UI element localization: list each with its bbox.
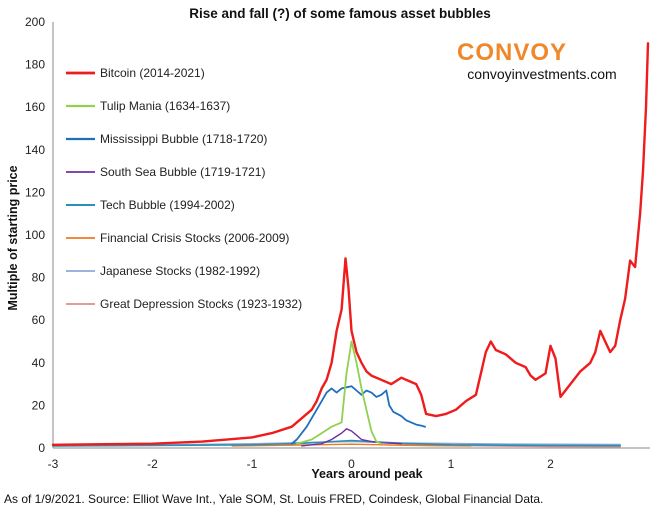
y-tick-label: 160 bbox=[25, 100, 45, 114]
y-tick-label: 140 bbox=[25, 143, 45, 157]
y-tick-label: 120 bbox=[25, 185, 45, 199]
x-tick-label: 1 bbox=[448, 457, 455, 471]
y-tick-label: 80 bbox=[32, 271, 46, 285]
y-tick-label: 40 bbox=[32, 356, 46, 370]
series-line bbox=[301, 428, 402, 447]
legend: Bitcoin (2014-2021) Tulip Mania (1634-163… bbox=[66, 66, 302, 311]
legend-label: Great Depression Stocks (1923-1932) bbox=[100, 297, 302, 311]
legend-label: Bitcoin (2014-2021) bbox=[100, 66, 205, 80]
x-tick-label: 2 bbox=[547, 457, 554, 471]
y-tick-label: 0 bbox=[38, 441, 45, 455]
x-tick-label: -1 bbox=[247, 457, 258, 471]
x-tick-label: -3 bbox=[48, 457, 59, 471]
x-tick-labels: -3 -2 -1 0 1 2 bbox=[48, 457, 554, 471]
legend-label: Tech Bubble (1994-2002) bbox=[100, 198, 235, 212]
y-tick-label: 100 bbox=[25, 228, 45, 242]
source-note: As of 1/9/2021. Source: Elliot Wave Int.… bbox=[4, 492, 544, 506]
y-tick-label: 200 bbox=[25, 15, 45, 29]
y-tick-label: 60 bbox=[32, 313, 46, 327]
x-axis-label: Years around peak bbox=[311, 467, 422, 481]
y-axis-label: Multiple of starting price bbox=[6, 165, 20, 310]
legend-label: Japanese Stocks (1982-1992) bbox=[100, 264, 260, 278]
series-line bbox=[295, 340, 383, 445]
series-lines bbox=[51, 42, 650, 448]
legend-label: South Sea Bubble (1719-1721) bbox=[100, 165, 265, 179]
x-tick-label: -2 bbox=[147, 457, 158, 471]
x-tick-label: 0 bbox=[348, 457, 355, 471]
legend-label: Tulip Mania (1634-1637) bbox=[100, 99, 230, 113]
brand-logo: CONVOY bbox=[457, 39, 567, 66]
legend-label: Financial Crisis Stocks (2006-2009) bbox=[100, 231, 289, 245]
y-tick-labels: 0 20 40 60 80 100 120 140 160 180 200 bbox=[25, 15, 45, 455]
y-tick-label: 180 bbox=[25, 58, 45, 72]
brand-url: convoyinvestments.com bbox=[467, 66, 616, 82]
legend-label: Mississippi Bubble (1718-1720) bbox=[100, 132, 267, 146]
series-line bbox=[51, 42, 650, 446]
series-line bbox=[231, 443, 472, 447]
chart-title: Rise and fall (?) of some famous asset b… bbox=[189, 6, 491, 21]
y-tick-label: 20 bbox=[32, 398, 46, 412]
chart-axes bbox=[52, 22, 650, 449]
series-line bbox=[290, 385, 426, 445]
